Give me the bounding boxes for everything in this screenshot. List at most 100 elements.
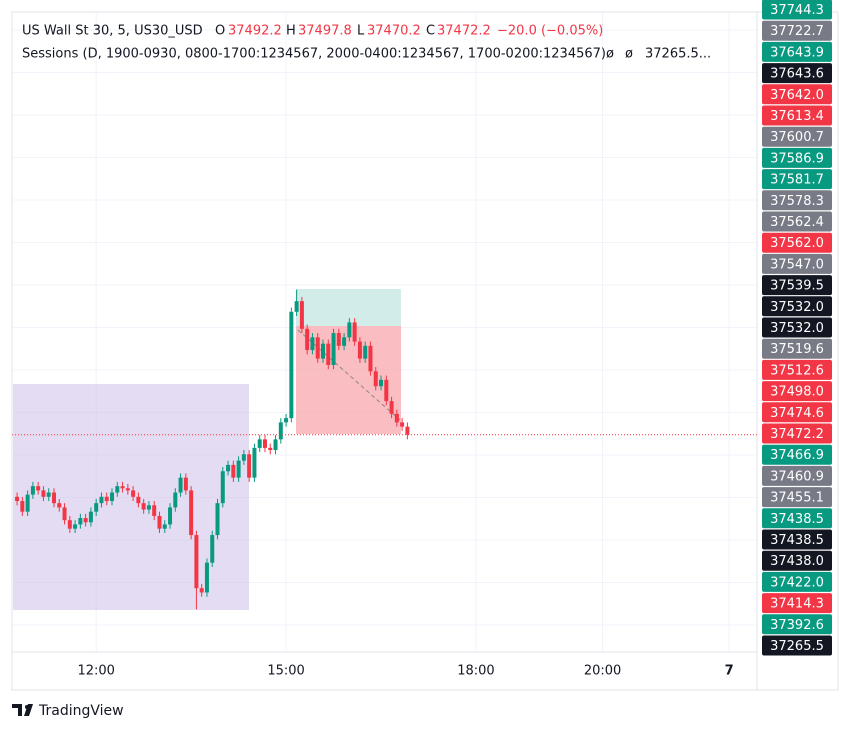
price-tags: 37744.3 37722.7 37643.9 37643.6 37642.0 37613… (762, 0, 832, 656)
candle-body (152, 505, 157, 516)
candle-body (252, 447, 257, 478)
candle-body (347, 322, 352, 338)
candle-body (357, 341, 362, 359)
price-tag-label: 37586.9 (770, 151, 824, 166)
price-tag-label: 37498.0 (770, 385, 824, 400)
price-tag (762, 0, 832, 20)
candle-body (78, 518, 83, 525)
price-tag-label: 37472.2 (770, 427, 824, 442)
candle-body (99, 496, 104, 504)
candle-body (115, 486, 120, 493)
candle-body (299, 301, 304, 329)
candle-body (199, 588, 204, 593)
price-tag-label: 37578.3 (770, 194, 824, 209)
candle-body (131, 490, 136, 497)
candle-body (405, 426, 410, 435)
candle-body (15, 496, 20, 502)
price-tag-label: 37643.9 (770, 45, 824, 60)
x-tick-label: 18:00 (457, 664, 494, 679)
candle-body (168, 507, 173, 525)
candle-body (67, 520, 72, 529)
price-tag-label: 37613.4 (770, 109, 824, 124)
candle-body (236, 460, 241, 478)
price-tag-label: 37512.6 (770, 363, 824, 378)
price-tag (762, 465, 832, 486)
session-value: ø (606, 47, 614, 62)
open-value: 37492.2 (228, 24, 282, 39)
price-tag-label: 37581.7 (770, 173, 824, 188)
price-tag-label: 37438.0 (770, 554, 824, 569)
price-tag (762, 487, 832, 508)
candle-body (204, 562, 209, 593)
candle-body (20, 501, 25, 512)
x-tick-label: 15:00 (267, 664, 304, 679)
price-tag-label: 37474.6 (770, 406, 824, 421)
candles (12, 289, 757, 610)
candle-body (278, 422, 283, 440)
candle-body (178, 477, 183, 493)
candle-body (394, 413, 399, 423)
candle-body (194, 535, 199, 589)
candle-body (46, 492, 51, 497)
price-tag (762, 41, 832, 62)
price-tag-label: 37519.6 (770, 342, 824, 357)
price-tag (762, 614, 832, 635)
price-tag-label: 37392.6 (770, 618, 824, 633)
price-tag-label: 37642.0 (770, 88, 824, 103)
price-tag (762, 529, 832, 550)
candle-body (146, 505, 151, 510)
candle-body (104, 496, 109, 502)
price-tag (762, 550, 832, 571)
candle-body (88, 511, 93, 523)
candle-body (384, 379, 389, 402)
candle-body (247, 454, 252, 478)
candle-body (51, 492, 56, 504)
candle-body (83, 518, 88, 523)
candle-body (320, 343, 325, 359)
logo (12, 704, 33, 716)
price-tag (762, 571, 832, 592)
price-tag-label: 37547.0 (770, 257, 824, 272)
session-value: ø (625, 47, 633, 62)
price-tag (762, 190, 832, 211)
candle-body (373, 371, 378, 387)
candle-body (173, 492, 178, 508)
price-tag (762, 635, 832, 656)
x-tick-label: 7 (725, 664, 734, 679)
target-zone (296, 289, 401, 326)
high-label: H (286, 24, 296, 39)
candle-body (162, 524, 167, 529)
high-value: 37497.8 (298, 24, 352, 39)
candle-body (30, 486, 35, 495)
price-tag (762, 84, 832, 105)
price-tag-label: 37265.5 (770, 639, 824, 654)
candle-body (363, 345, 368, 359)
brand: TradingView (38, 703, 124, 719)
price-tag (762, 402, 832, 423)
position-path (297, 329, 401, 421)
candle-body (310, 337, 315, 351)
candle-body (110, 492, 115, 502)
price-tag (762, 232, 832, 253)
close-value: 37472.2 (437, 24, 491, 39)
price-tag-label: 37466.9 (770, 448, 824, 463)
price-tag-label: 37722.7 (770, 24, 824, 39)
price-tag (762, 63, 832, 84)
price-tag-label: 37460.9 (770, 469, 824, 484)
candle-body (284, 418, 289, 423)
x-tick-label: 12:00 (77, 664, 114, 679)
price-tag (762, 423, 832, 444)
candle-body (73, 524, 78, 529)
price-tag (762, 169, 832, 190)
price-tag (762, 126, 832, 147)
candle-body (262, 439, 267, 448)
change-value: −20.0 (−0.05%) (497, 24, 603, 39)
candle-body (231, 464, 236, 478)
price-tag (762, 381, 832, 402)
price-tag-label: 37744.3 (770, 3, 824, 18)
price-tag-label: 37422.0 (770, 575, 824, 590)
candle-body (141, 503, 146, 510)
candle-body (62, 507, 67, 521)
candle-body (210, 535, 215, 563)
